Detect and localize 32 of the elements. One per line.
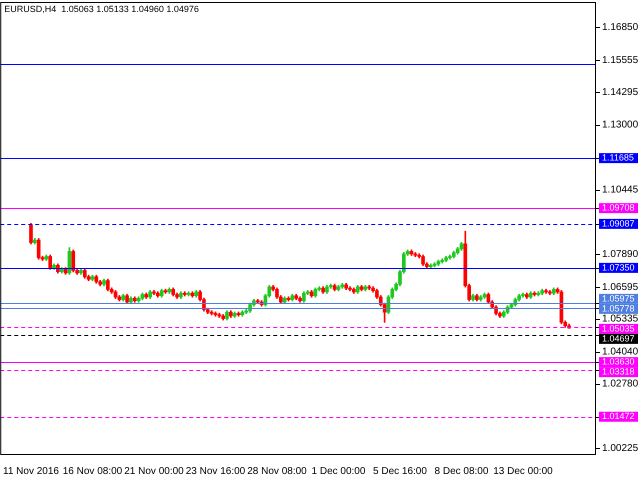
y-tick-label: 1.14295 [602,86,639,98]
ref-line-label: 1.07350 [602,262,635,272]
y-tick-label: 1.15555 [602,54,639,66]
y-tick-label: 1.16850 [602,22,639,34]
chart-title: EURUSD,H4 1.05063 1.05133 1.04960 1.04976 [4,4,199,14]
x-tick-label: 5 Dec 16:00 [373,466,428,477]
y-tick-label: 1.13000 [602,120,639,131]
x-tick-label: 16 Nov 08:00 [62,466,123,477]
x-tick-label: 8 Dec 08:00 [434,466,489,477]
y-tick-label: 1.00225 [602,443,639,454]
y-tick-label: 1.10445 [602,184,639,196]
ref-line-label: 1.03318 [602,366,635,377]
ref-line-label: 1.09087 [602,218,635,228]
x-tick-label: 23 Nov 16:00 [186,466,246,477]
ref-line-label: 1.03630 [602,356,635,367]
y-tick-label: 1.02780 [602,378,639,390]
x-tick-label: 1 Dec 00:00 [312,466,366,477]
ref-line-label: 1.05975 [602,293,635,304]
y-tick-label: 1.07890 [602,248,639,260]
x-tick-label: 21 Nov 00:00 [124,466,184,477]
ref-line-label: 1.11685 [602,152,634,163]
x-tick-label: 11 Nov 2016 [3,466,60,477]
ref-line-label: 1.04697 [602,333,635,344]
ref-line-label: 1.05778 [602,303,635,314]
y-tick-label: 1.05335 [602,314,639,325]
ref-line-label: 1.05035 [602,323,635,334]
ref-line-label: 1.09708 [602,202,635,213]
ref-line-label: 1.01472 [602,411,635,422]
x-tick-label: 13 Dec 00:00 [493,466,554,477]
x-tick-label: 28 Nov 08:00 [247,466,308,477]
y-tick-label: 1.06595 [602,282,639,293]
y-tick-label: 1.04040 [602,346,639,358]
